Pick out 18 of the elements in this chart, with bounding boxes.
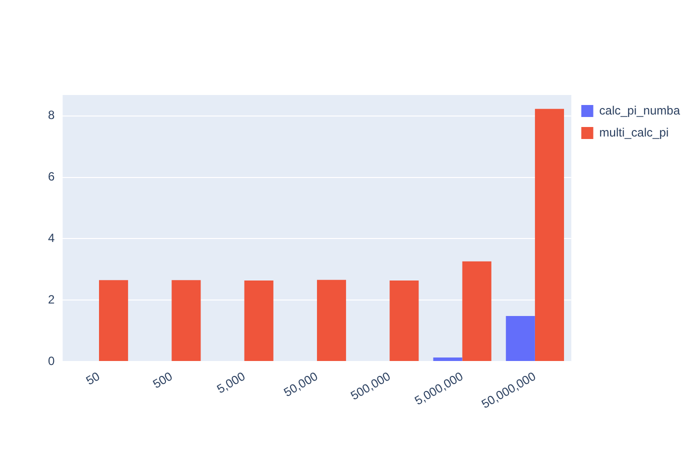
bar: [462, 261, 492, 361]
bar: [172, 280, 201, 361]
x-tick-label: 500: [150, 368, 176, 392]
bar: [534, 108, 564, 361]
y-tick-label: 8: [48, 108, 55, 122]
y-tick-label: 4: [48, 231, 55, 245]
bar: [390, 280, 419, 361]
x-tick-label: 50: [84, 368, 102, 388]
y-tick-label: 6: [48, 170, 55, 184]
bar: [433, 358, 462, 361]
y-tick-label: 0: [48, 354, 55, 368]
bar: [316, 280, 346, 361]
legend-label: multi_calc_pi: [599, 125, 669, 140]
bar: [506, 316, 535, 361]
legend-label: calc_pi_numba: [599, 103, 680, 118]
bar: [99, 280, 128, 361]
bar: [244, 280, 274, 361]
y-tick-label: 2: [48, 292, 55, 306]
